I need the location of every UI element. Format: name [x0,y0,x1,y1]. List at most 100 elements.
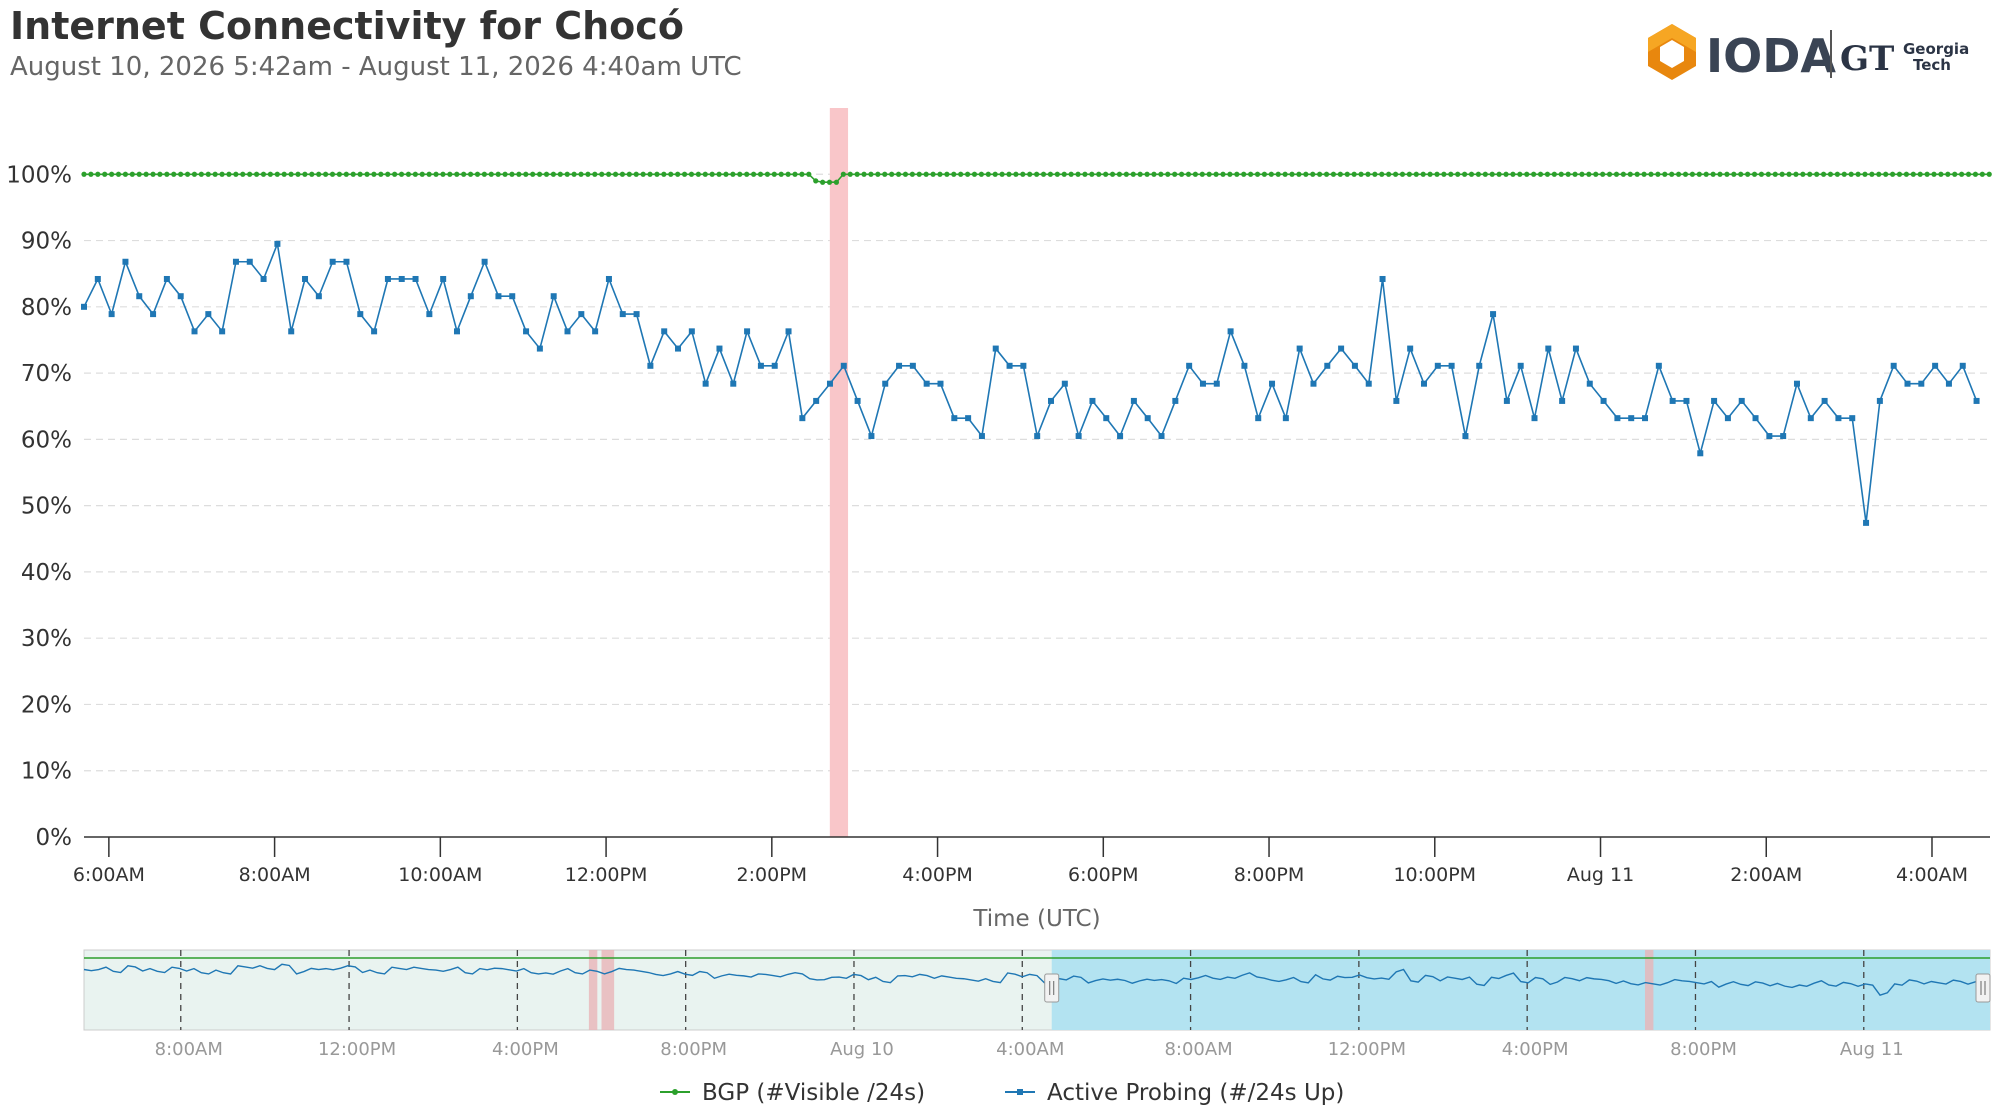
data-point [205,311,212,318]
data-point [978,171,984,177]
data-point [882,171,888,177]
data-point [136,171,142,177]
x-tick-label: 2:00AM [1730,864,1802,886]
data-point [1407,345,1414,352]
data-point [1289,171,1295,177]
data-point [909,362,916,369]
data-point [1517,171,1523,177]
data-point [1482,171,1488,177]
data-point [1862,171,1868,177]
data-point [467,171,474,177]
data-point [695,171,701,177]
data-point [1420,171,1426,177]
data-point [840,362,847,369]
y-axis: 0% 10% 20% 30% 40% 50% 60% 70% 80% 90% 100% [6,162,1990,851]
data-point [453,328,460,335]
data-point [109,171,115,177]
data-point [806,171,812,177]
data-point [1137,171,1143,177]
data-point [336,171,343,177]
data-point [288,328,295,335]
data-point [412,171,418,177]
data-point [854,397,861,404]
data-point [1330,171,1337,177]
data-point [1351,171,1357,177]
data-point [1040,171,1047,177]
navigator-right-handle[interactable] [1975,973,1991,1003]
data-point [1103,415,1110,422]
data-point [1075,171,1081,177]
data-point [1972,171,1979,177]
data-point [1337,171,1343,177]
data-point [1372,171,1378,177]
data-point [150,311,157,318]
data-point [1234,171,1240,177]
data-point [1151,171,1157,177]
y-tick-label: 30% [21,626,72,652]
data-point [1130,397,1137,404]
data-point [1351,362,1358,369]
data-point [274,171,280,177]
data-point [619,171,626,177]
connectivity-chart[interactable]: 0% 10% 20% 30% 40% 50% 60% 70% 80% 90% 100% 6:00AM… [0,0,2000,1070]
data-point [1048,397,1055,404]
legend-item-active-probing[interactable]: Active Probing (#/24s Up) [1005,1080,1344,1106]
navigator-tick-label: 8:00PM [660,1039,727,1060]
data-point [516,171,522,177]
data-point [937,380,944,387]
data-point [260,275,267,282]
data-point [1068,171,1074,177]
data-point [1241,362,1248,369]
data-point [875,171,881,177]
data-point [675,171,681,177]
data-point [164,171,170,177]
data-point [1268,171,1274,177]
data-point [626,171,632,177]
data-point [820,179,826,185]
data-point [509,171,515,177]
navigator-tick-label: 8:00AM [1164,1039,1232,1060]
data-point [1932,362,1939,369]
navigator-outage [1644,950,1654,1030]
data-point [1800,171,1806,177]
data-point [1365,380,1372,387]
data-point [1786,171,1792,177]
data-point [219,171,225,177]
data-point [1531,415,1538,422]
data-point [184,171,191,177]
data-point [1731,171,1737,177]
navigator-tick-label: 4:00PM [1502,1039,1569,1060]
time-range-subtitle: August 10, 2026 5:42am - August 11, 2026… [10,52,742,82]
data-point [1020,362,1027,369]
series-active-probing[interactable] [81,240,1980,526]
legend: BGP (#Visible /24s) Active Probing (#/24… [660,1080,1344,1106]
data-point [1165,171,1171,177]
data-point [1455,171,1461,177]
data-point [1379,275,1386,282]
georgia-tech-line2: Tech [1913,56,1951,74]
time-navigator[interactable]: 8:00AM 12:00PM 4:00PM 8:00PM Aug 10 4:00AM 8:0… [83,949,2000,1060]
data-point [1116,171,1123,177]
data-point [157,171,163,177]
legend-item-bgp[interactable]: BGP (#Visible /24s) [660,1080,925,1106]
navigator-selection [1051,950,1990,1030]
data-point [895,171,902,177]
data-point [1317,171,1323,177]
data-point [730,380,737,387]
data-point [1820,171,1827,177]
data-point [1945,171,1951,177]
data-point [799,415,806,422]
data-point [1593,171,1599,177]
data-point [1827,171,1834,177]
navigator-left-handle[interactable] [1044,973,1060,1003]
data-point [1965,171,1972,177]
series-bgp[interactable] [81,171,1992,185]
data-point [357,311,364,318]
data-point [440,171,446,177]
x-tick-label: Aug 11 [1567,864,1634,886]
ioda-logo: IODA GT Georgia Tech [1648,24,1969,83]
data-point [647,362,654,369]
data-point [571,171,577,177]
data-point [826,380,833,387]
data-point [81,171,87,177]
